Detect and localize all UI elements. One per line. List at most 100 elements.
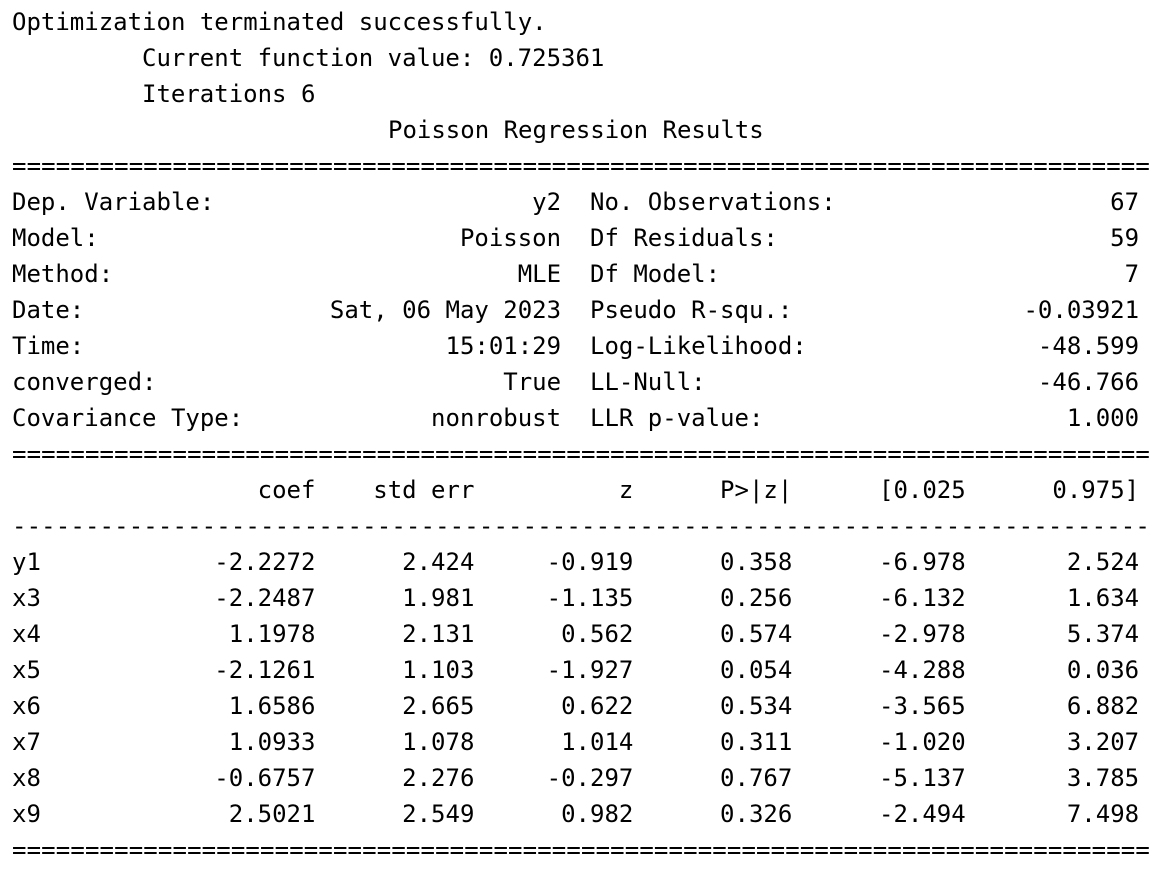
coef-cell: 0.534 bbox=[633, 692, 793, 720]
coef-cell: 0.358 bbox=[633, 548, 793, 576]
coef-column-header: coef bbox=[156, 476, 316, 504]
coef-cell: 0.311 bbox=[633, 728, 793, 756]
coef-cell: 5.374 bbox=[965, 620, 1140, 648]
coef-row: x3 -2.2487 1.981 -1.135 0.256 -6.132 1.6… bbox=[12, 580, 1150, 616]
summary-gap bbox=[561, 188, 590, 216]
coef-column-header: std err bbox=[315, 476, 475, 504]
coef-cell: 2.131 bbox=[315, 620, 475, 648]
coef-cell: 2.424 bbox=[315, 548, 475, 576]
coef-cell: 0.036 bbox=[965, 656, 1140, 684]
coef-cell: 1.6586 bbox=[156, 692, 316, 720]
coef-column-header: z bbox=[474, 476, 634, 504]
coef-cell: -2.978 bbox=[792, 620, 966, 648]
iterations-line: Iterations 6 bbox=[142, 80, 316, 108]
summary-left-label: Date: bbox=[12, 296, 287, 324]
summary-right-value: 67 bbox=[878, 188, 1140, 216]
coef-cell: -1.020 bbox=[792, 728, 966, 756]
summary-row: Time: 15:01:29 Log-Likelihood: -48.599 bbox=[12, 328, 1150, 364]
summary-right-value: -48.599 bbox=[878, 332, 1140, 360]
coef-cell: 0.767 bbox=[633, 764, 793, 792]
summary-gap bbox=[561, 368, 590, 396]
summary-left-value: nonrobust bbox=[286, 404, 562, 432]
coef-cell: -0.919 bbox=[474, 548, 634, 576]
summary-right-value: -46.766 bbox=[878, 368, 1140, 396]
summary-left-value: MLE bbox=[286, 260, 562, 288]
coef-cell: 0.326 bbox=[633, 800, 793, 828]
double-rule-bottom: ========================================… bbox=[12, 836, 1150, 864]
coef-cell: -6.978 bbox=[792, 548, 966, 576]
coef-cell: 1.103 bbox=[315, 656, 475, 684]
double-rule-middle: ========================================… bbox=[12, 440, 1150, 468]
summary-left-value: True bbox=[286, 368, 562, 396]
summary-left-value: Sat, 06 May 2023 bbox=[286, 296, 562, 324]
coef-row: x7 1.0933 1.078 1.014 0.311 -1.020 3.207 bbox=[12, 724, 1150, 760]
coef-cell: 3.207 bbox=[965, 728, 1140, 756]
coef-cell: -2.2487 bbox=[156, 584, 316, 612]
coef-cell: -3.565 bbox=[792, 692, 966, 720]
coef-column-header: 0.975] bbox=[965, 476, 1140, 504]
coef-cell: 0.562 bbox=[474, 620, 634, 648]
coef-variable-name: x3 bbox=[12, 584, 157, 612]
results-title: Poisson Regression Results bbox=[388, 116, 764, 144]
coef-cell: 2.276 bbox=[315, 764, 475, 792]
coef-variable-name: y1 bbox=[12, 548, 157, 576]
summary-row: Date: Sat, 06 May 2023 Pseudo R-squ.: -0… bbox=[12, 292, 1150, 328]
coef-variable-name: x7 bbox=[12, 728, 157, 756]
coef-cell: 0.256 bbox=[633, 584, 793, 612]
coef-cell: -4.288 bbox=[792, 656, 966, 684]
summary-left-label: Dep. Variable: bbox=[12, 188, 287, 216]
coef-row: x9 2.5021 2.549 0.982 0.326 -2.494 7.498 bbox=[12, 796, 1150, 832]
coef-cell: 0.622 bbox=[474, 692, 634, 720]
coef-cell: 1.981 bbox=[315, 584, 475, 612]
summary-right-label: LL-Null: bbox=[590, 368, 879, 396]
summary-row: Covariance Type: nonrobust LLR p-value: … bbox=[12, 400, 1150, 436]
summary-left-label: Method: bbox=[12, 260, 287, 288]
summary-left-value: Poisson bbox=[286, 224, 562, 252]
summary-row: Dep. Variable: y2 No. Observations: 67 bbox=[12, 184, 1150, 220]
coef-cell: 2.665 bbox=[315, 692, 475, 720]
summary-gap bbox=[561, 224, 590, 252]
summary-right-value: 7 bbox=[878, 260, 1140, 288]
summary-gap bbox=[561, 296, 590, 324]
summary-row: Model: Poisson Df Residuals: 59 bbox=[12, 220, 1150, 256]
summary-gap bbox=[561, 260, 590, 288]
coef-cell: -1.927 bbox=[474, 656, 634, 684]
summary-gap bbox=[561, 404, 590, 432]
summary-left-label: Model: bbox=[12, 224, 287, 252]
coef-row: x8 -0.6757 2.276 -0.297 0.767 -5.137 3.7… bbox=[12, 760, 1150, 796]
coef-cell: 7.498 bbox=[965, 800, 1140, 828]
coef-cell: -0.6757 bbox=[156, 764, 316, 792]
coef-cell: -0.297 bbox=[474, 764, 634, 792]
summary-left-value: y2 bbox=[286, 188, 562, 216]
summary-right-label: Df Model: bbox=[590, 260, 879, 288]
summary-right-label: Df Residuals: bbox=[590, 224, 879, 252]
summary-right-value: 59 bbox=[878, 224, 1140, 252]
summary-row: converged: True LL-Null: -46.766 bbox=[12, 364, 1150, 400]
coef-cell: -6.132 bbox=[792, 584, 966, 612]
coef-cell: 2.5021 bbox=[156, 800, 316, 828]
coef-cell: 2.524 bbox=[965, 548, 1140, 576]
coef-row: y1 -2.2272 2.424 -0.919 0.358 -6.978 2.5… bbox=[12, 544, 1150, 580]
coef-cell: -2.1261 bbox=[156, 656, 316, 684]
summary-left-value: 15:01:29 bbox=[286, 332, 562, 360]
summary-table: Dep. Variable: y2 No. Observations: 67 Mo… bbox=[12, 184, 1150, 436]
coef-row: x6 1.6586 2.665 0.622 0.534 -3.565 6.882 bbox=[12, 688, 1150, 724]
coef-cell: 0.574 bbox=[633, 620, 793, 648]
coef-cell: 0.054 bbox=[633, 656, 793, 684]
status-line: Optimization terminated successfully. bbox=[12, 8, 547, 36]
coef-cell: 3.785 bbox=[965, 764, 1140, 792]
summary-right-label: No. Observations: bbox=[590, 188, 879, 216]
coef-cell: -2.2272 bbox=[156, 548, 316, 576]
coef-cell: 1.0933 bbox=[156, 728, 316, 756]
coef-column-header: P>|z| bbox=[633, 476, 793, 504]
function-value-line: Current function value: 0.725361 bbox=[142, 44, 605, 72]
coef-cell: 1.634 bbox=[965, 584, 1140, 612]
double-rule-top: ========================================… bbox=[12, 152, 1150, 180]
coef-row: x5 -2.1261 1.103 -1.927 0.054 -4.288 0.0… bbox=[12, 652, 1150, 688]
coef-cell: 2.549 bbox=[315, 800, 475, 828]
coef-row: x4 1.1978 2.131 0.562 0.574 -2.978 5.374 bbox=[12, 616, 1150, 652]
coef-table-header: coef std err z P>|z| [0.025 0.975] bbox=[12, 472, 1150, 508]
coef-cell: 1.014 bbox=[474, 728, 634, 756]
coef-table-body: y1 -2.2272 2.424 -0.919 0.358 -6.978 2.5… bbox=[12, 544, 1150, 832]
summary-row: Method: MLE Df Model: 7 bbox=[12, 256, 1150, 292]
